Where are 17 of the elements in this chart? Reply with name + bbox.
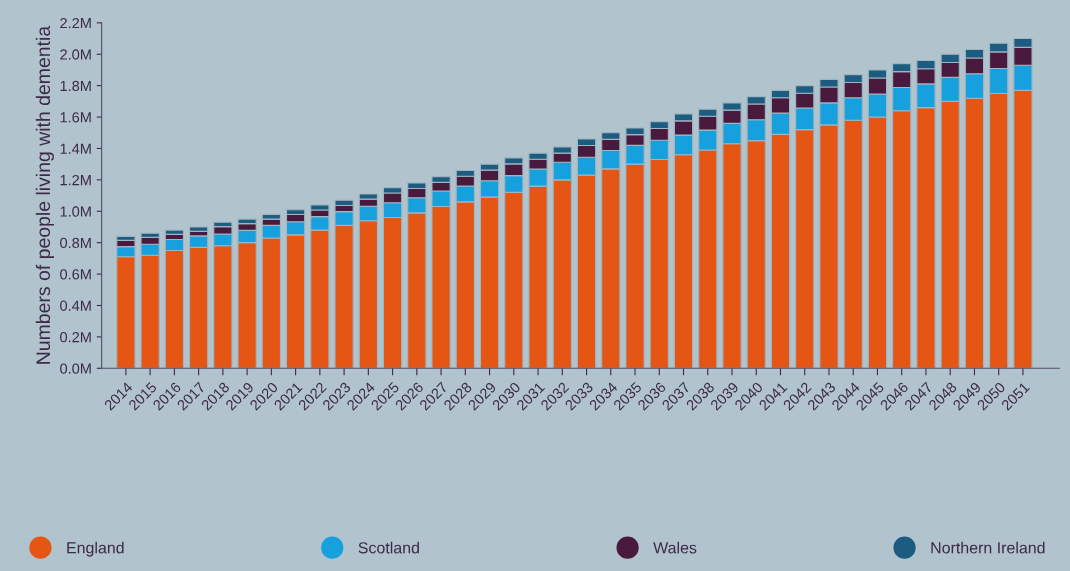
y-tick-label: 1.8M — [60, 80, 91, 92]
y-tick-label: 2.2M — [60, 17, 91, 29]
y-tick-label: 1.6M — [60, 112, 91, 123]
y-tick-label: 0.4M — [60, 300, 91, 311]
y-tick-label: 0.6M — [60, 269, 91, 280]
legend-label: England — [67, 541, 124, 557]
legend-label: Scotland — [358, 541, 419, 554]
y-tick-label: 0.0M — [60, 363, 91, 374]
y-tick-label: 1.2M — [60, 174, 91, 186]
legend-label: Northern Ireland — [931, 541, 1045, 554]
y-tick-label: 0.2M — [60, 331, 91, 343]
legend-label: Wales — [653, 541, 697, 554]
y-tick-label: 2.0M — [60, 49, 91, 60]
y-tick-label: 1.4M — [60, 143, 91, 154]
y-axis-title: Numbers of people living with dementia — [35, 25, 54, 364]
y-tick-label: 0.8M — [60, 237, 91, 249]
y-tick-label: 1.0M — [60, 206, 91, 217]
